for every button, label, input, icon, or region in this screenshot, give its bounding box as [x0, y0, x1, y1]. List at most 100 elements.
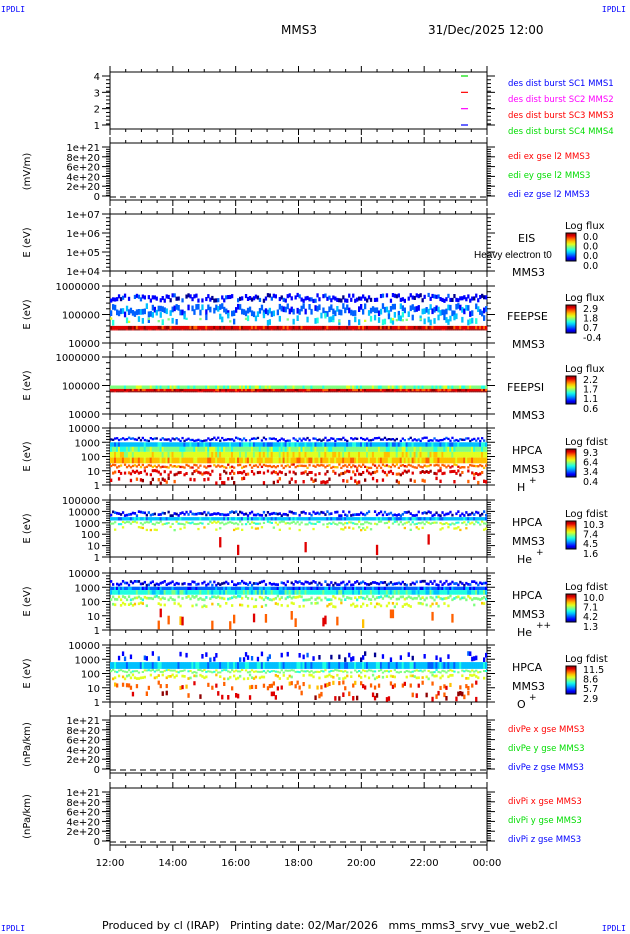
spectrogram-cell [217, 595, 220, 599]
spectrogram-cell [407, 604, 410, 607]
spectrogram-cell [465, 385, 468, 389]
spectrogram-cell [139, 329, 143, 331]
spectrogram-cell [423, 318, 426, 325]
spectrogram-cell [346, 479, 349, 483]
spectrogram-cell [131, 325, 135, 330]
spectrogram-cell [139, 586, 143, 591]
spectrogram-cell [471, 317, 474, 324]
spectrogram-cell [183, 582, 186, 585]
spectrogram-cell [330, 522, 333, 525]
spectrogram-cell [201, 457, 204, 464]
spectrogram-cell [241, 523, 244, 526]
spectrogram-cell [177, 465, 180, 468]
spectrogram-cell [207, 446, 210, 452]
spectrogram-cell [409, 293, 412, 298]
spectrogram-cell [268, 391, 271, 393]
spectrogram-cell [352, 522, 355, 525]
spectrogram-cell [320, 442, 323, 447]
spectrogram-cell [163, 391, 166, 393]
spectrogram-cell [173, 473, 176, 477]
spectrogram-cell [453, 597, 456, 600]
spectrogram-cell [213, 520, 216, 523]
spectrogram-cell [423, 464, 426, 467]
corner-label-tr: IPDLI [601, 5, 626, 14]
spectrogram-cell [167, 457, 170, 464]
spectrogram-cell [332, 595, 335, 598]
spectrogram-cell [256, 436, 260, 440]
spectrogram-cell [473, 472, 476, 476]
spectrogram-cell [423, 586, 426, 591]
spectrogram-cell [477, 298, 480, 303]
spectrogram-cell [135, 586, 139, 591]
spectrogram-cell [340, 598, 343, 602]
spectrogram-cell [364, 590, 367, 595]
spectrogram-cell [209, 473, 212, 477]
spectrogram-cell [346, 517, 349, 521]
spectrogram-cell [207, 388, 210, 392]
spectrogram-cell [177, 522, 180, 525]
spectrogram-cell [117, 512, 121, 515]
spectrogram-cell [296, 329, 299, 331]
spectrogram-cell [385, 583, 389, 587]
spectrogram-cell [173, 388, 176, 392]
spectrogram-cell [451, 457, 454, 464]
spectrogram-cell [139, 478, 143, 482]
spectrogram-cell [114, 521, 117, 524]
spectrogram-cell [350, 457, 353, 464]
spectrogram-cell [455, 463, 458, 467]
spectrogram-cell [112, 319, 115, 326]
spectrogram-cell [362, 527, 365, 530]
spectrogram-cell [439, 439, 442, 442]
spectrogram-cell [350, 437, 353, 440]
spectrogram-cell [481, 385, 484, 389]
spectrogram-cell [334, 391, 337, 393]
spectrogram-cell [203, 586, 206, 591]
spectrogram-cell [139, 465, 143, 469]
spectrogram-cell [407, 388, 410, 392]
y-tick-label: 2e+20 [66, 182, 100, 193]
spectrogram-cell [286, 590, 289, 595]
spectrogram-cell [119, 451, 123, 458]
spectrogram-cell [248, 329, 252, 331]
spectrogram-cell [177, 329, 180, 331]
spectrogram-cell [467, 319, 470, 326]
spectrogram-cell [159, 446, 162, 452]
spectrogram-cell [248, 590, 252, 595]
spectrogram-cell [314, 517, 317, 521]
spectrogram-cell [411, 385, 414, 389]
instrument-label: HPCA [512, 444, 543, 457]
spectrogram-cell [193, 446, 196, 452]
y-tick-label: 3 [94, 88, 100, 99]
spectrogram-cell [183, 457, 186, 464]
spectrogram-cell [193, 517, 196, 521]
colorbar-tick-label: 0.0 [583, 232, 598, 243]
spectrogram-cell [248, 463, 252, 467]
spectrogram-cell [373, 388, 377, 392]
spectrogram-cell [159, 451, 162, 458]
spectrogram-cell [391, 522, 395, 525]
spectrogram-cell [409, 446, 412, 452]
spectrogram-cell [276, 523, 279, 526]
spectrogram-cell [250, 329, 254, 331]
spectrogram-cell [286, 513, 289, 517]
spectrogram-cell [110, 598, 113, 601]
spectrogram-cell [423, 598, 426, 602]
spectrogram-cell [334, 296, 337, 301]
spectrogram-cell [233, 522, 236, 525]
spectrogram-cell [383, 436, 387, 439]
spectrogram-cell [179, 604, 182, 608]
spectrogram-cell [237, 388, 240, 392]
spectrogram-cell [290, 442, 293, 447]
spectrogram-cell [304, 308, 307, 315]
spectrogram-cell [336, 586, 339, 591]
spectrogram-cell [481, 590, 484, 595]
spectrogram-cell [354, 605, 357, 608]
spectrogram-cell [369, 439, 373, 442]
spectrogram-cell [377, 442, 381, 447]
spectrogram-cell [425, 329, 428, 331]
spectrogram-cell [328, 522, 331, 525]
spectrogram-cell [229, 388, 232, 392]
spectrogram-cell [485, 597, 488, 601]
spectrogram-cell [371, 438, 375, 441]
spectrogram-cell [320, 517, 323, 521]
